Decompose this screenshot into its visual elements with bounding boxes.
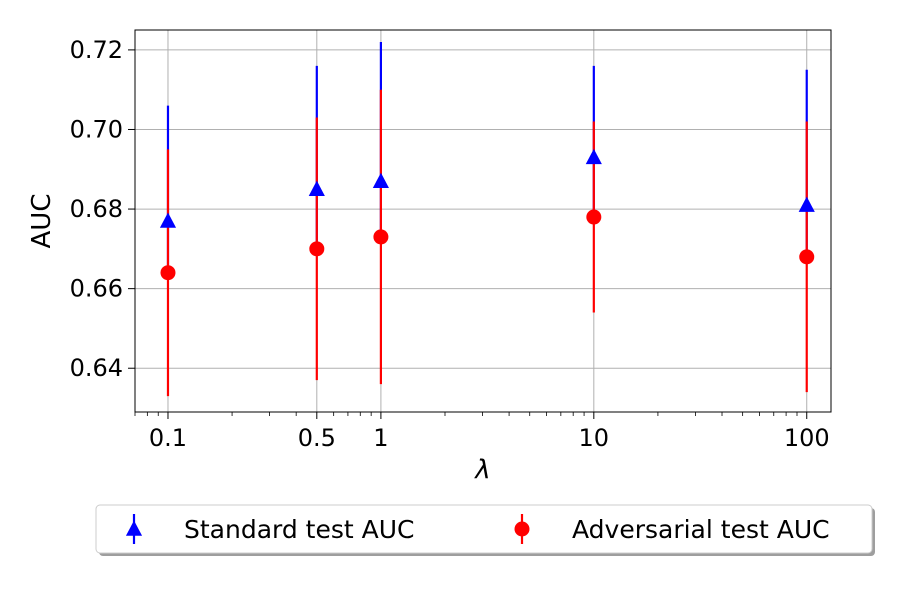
- x-tick-label: 100: [784, 424, 830, 452]
- y-axis-label: AUC: [27, 194, 57, 249]
- legend-box: [95, 504, 873, 554]
- y-tick-label: 0.68: [70, 195, 123, 223]
- y-tick-label: 0.70: [70, 115, 123, 143]
- data-point-triangle: [159, 212, 177, 228]
- y-tick-label: 0.66: [70, 275, 123, 303]
- data-point-circle: [799, 249, 815, 265]
- data-point-triangle: [798, 196, 815, 212]
- y-tick-label: 0.64: [70, 354, 123, 382]
- plot-frame: [134, 29, 832, 413]
- data-markers: [159, 148, 815, 281]
- data-point-triangle: [372, 172, 389, 189]
- legend-label: Adversarial test AUC: [572, 515, 830, 544]
- data-point-circle: [373, 229, 389, 245]
- data-point-circle: [586, 209, 602, 225]
- x-axis-label: λ: [473, 455, 490, 485]
- legend: Standard test AUC Adversarial test AUC: [95, 504, 875, 556]
- x-tick-label: 0.5: [298, 424, 336, 452]
- x-tick-label: 1: [373, 424, 388, 452]
- legend-marker-triangle: [125, 520, 143, 536]
- grid-lines: [135, 30, 831, 412]
- axis-ticks: 0.1 0.5 1 10 100 0.64 0.66 0.68 0.70 0.72: [70, 36, 830, 452]
- x-tick-label: 10: [579, 424, 610, 452]
- error-bars: [166, 41, 808, 397]
- x-tick-label: 0.1: [149, 424, 187, 452]
- data-point-circle: [309, 241, 325, 257]
- legend-marker-circle: [514, 521, 530, 537]
- data-point-triangle: [308, 180, 325, 196]
- data-point-triangle: [585, 148, 602, 165]
- data-point-circle: [160, 265, 176, 281]
- legend-label: Standard test AUC: [184, 515, 415, 544]
- y-tick-label: 0.72: [70, 36, 123, 64]
